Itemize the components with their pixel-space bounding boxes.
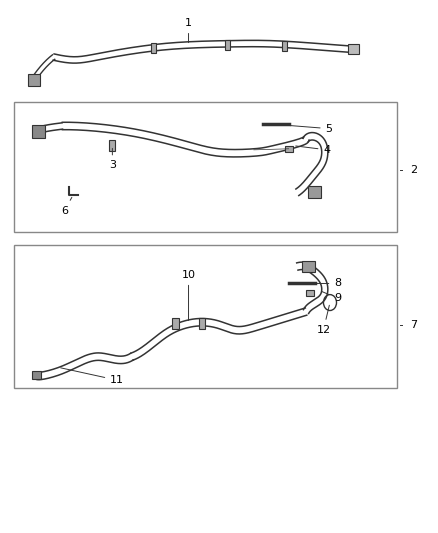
Bar bbox=[173, 318, 179, 328]
Bar bbox=[32, 125, 45, 138]
Bar bbox=[282, 41, 287, 51]
Bar bbox=[308, 187, 321, 198]
Bar bbox=[14, 102, 397, 232]
Text: 6: 6 bbox=[61, 197, 72, 215]
Text: 11: 11 bbox=[61, 368, 124, 385]
Text: 3: 3 bbox=[109, 148, 116, 171]
Text: 2: 2 bbox=[410, 165, 417, 175]
Bar bbox=[198, 318, 205, 328]
Bar bbox=[28, 74, 40, 86]
Text: 9: 9 bbox=[321, 292, 342, 303]
Bar bbox=[285, 146, 293, 152]
Text: 12: 12 bbox=[316, 305, 331, 335]
Bar bbox=[349, 44, 359, 54]
Text: 7: 7 bbox=[410, 320, 417, 330]
Text: 10: 10 bbox=[181, 270, 195, 320]
Bar bbox=[110, 140, 116, 151]
Text: 5: 5 bbox=[278, 124, 332, 134]
Bar bbox=[32, 371, 41, 379]
Bar bbox=[307, 290, 314, 296]
Bar bbox=[151, 43, 156, 53]
Text: 4: 4 bbox=[296, 145, 331, 155]
Bar bbox=[225, 39, 230, 50]
Bar bbox=[302, 261, 315, 272]
Text: 1: 1 bbox=[185, 18, 192, 43]
Text: 8: 8 bbox=[313, 278, 342, 288]
Bar bbox=[14, 245, 397, 389]
